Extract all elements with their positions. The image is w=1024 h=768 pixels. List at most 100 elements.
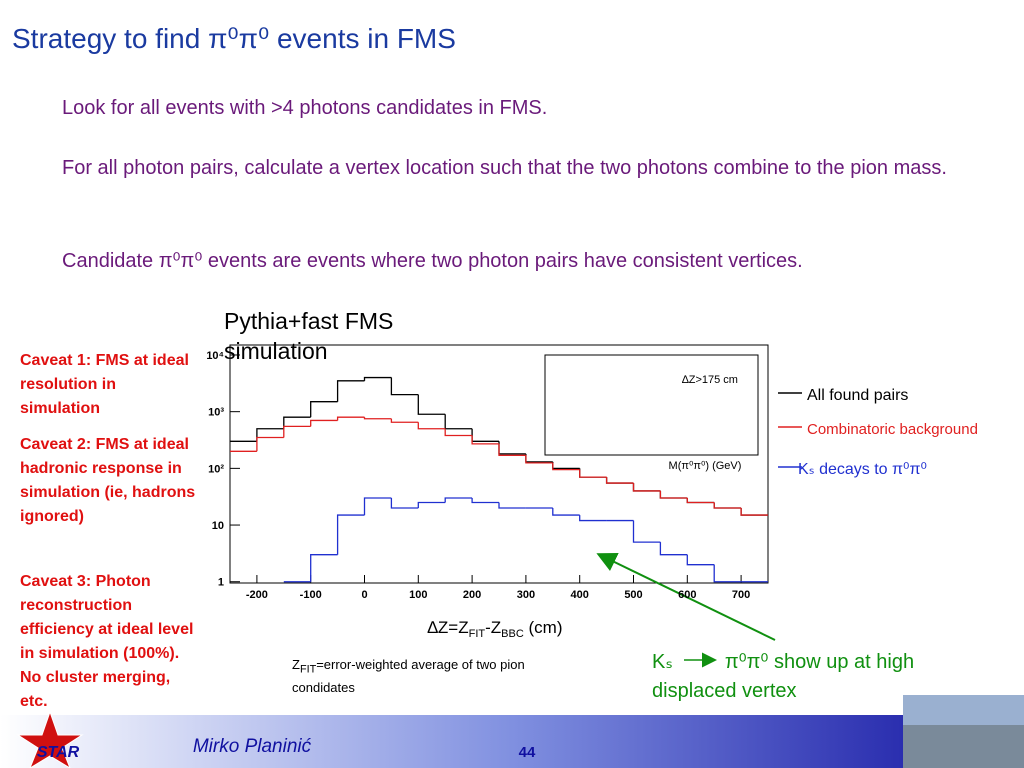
histogram-step <box>686 498 715 504</box>
inset-label: ∆Z>175 cm <box>682 374 738 386</box>
histogram-step <box>471 428 499 442</box>
histogram-step <box>579 469 607 478</box>
annotation-text: Kₛ <box>652 651 673 673</box>
x-tick-label: 200 <box>463 589 481 601</box>
histogram-step <box>659 490 688 499</box>
y-tick-label: 10³ <box>208 407 224 419</box>
histogram-step <box>417 394 446 415</box>
histogram-step <box>363 497 392 516</box>
histogram-step <box>471 435 499 445</box>
histogram-step <box>552 462 580 471</box>
annotation-text: π⁰π⁰ show up at high <box>724 651 915 673</box>
histogram-step <box>498 443 526 456</box>
title: Strategy to find π⁰π⁰ events in FMS <box>12 23 456 54</box>
x-tick-label: 500 <box>624 589 642 601</box>
histogram-step <box>417 501 446 508</box>
bullet: Look for all events with >4 photons cand… <box>62 97 548 119</box>
x-axis-label-part: (cm) <box>524 618 563 637</box>
x-axis-label: ∆Z=ZFIT-ZBBC (cm) <box>428 618 563 640</box>
y-tick-label: 10⁴ <box>206 350 224 362</box>
histogram-step <box>659 490 688 499</box>
histogram-step <box>363 417 392 420</box>
histogram-step <box>283 425 311 438</box>
annotation-text: displaced vertex <box>652 680 797 702</box>
histogram-step <box>579 515 607 522</box>
legend-label: All found pairs <box>807 387 908 404</box>
histogram-step <box>632 483 661 492</box>
legend-label: Combinatoric background <box>807 421 978 438</box>
histogram-step <box>471 498 499 504</box>
y-tick-label: 10² <box>208 463 224 475</box>
caveat: Caveat 1: FMS at ideal resolution in sim… <box>20 352 189 417</box>
inset-x-label: M(π⁰π⁰) (GeV) <box>669 460 742 472</box>
histogram-step <box>444 497 473 503</box>
note-part: =error-weighted average of two pion cond… <box>292 657 525 695</box>
histogram-step <box>390 418 419 423</box>
note-part: Z <box>292 657 300 672</box>
histogram-step <box>256 428 284 442</box>
x-tick-label: 300 <box>517 589 535 601</box>
plot-caption: Pythia+fast FMS simulation <box>224 308 394 364</box>
photo-sky <box>903 695 1024 725</box>
caveat: Caveat 2: FMS at ideal hadronic response… <box>20 436 196 525</box>
y-tick-label: 10 <box>212 520 224 532</box>
page-number: 44 <box>519 744 536 761</box>
histogram-step <box>283 416 311 429</box>
histogram-step <box>659 542 688 556</box>
histogram-step <box>256 436 284 452</box>
footer-bar <box>0 715 1024 768</box>
histogram-step <box>363 376 392 381</box>
histogram-step <box>310 401 338 418</box>
star-logo <box>16 710 84 768</box>
legend-label: Kₛ decays to π⁰π⁰ <box>798 461 927 478</box>
histogram-step <box>498 441 526 455</box>
histogram-step <box>390 377 419 396</box>
histogram-step <box>713 502 742 509</box>
histogram-step <box>552 507 580 516</box>
histogram-step <box>417 422 446 430</box>
histogram-step <box>552 461 580 470</box>
x-axis-label-part: ∆Z=Z <box>428 618 469 637</box>
x-tick-label: -100 <box>300 589 322 601</box>
x-tick-label: 400 <box>571 589 589 601</box>
histogram-step <box>336 514 365 555</box>
histogram-step <box>740 507 768 516</box>
histogram-step <box>713 564 742 583</box>
histogram-step <box>525 455 553 464</box>
bullet: Candidate π⁰π⁰ events are events where t… <box>62 250 803 272</box>
histogram-step <box>444 414 473 430</box>
bullet: For all photon pairs, calculate a vertex… <box>62 157 947 179</box>
author: Mirko Planinić <box>193 736 312 757</box>
y-tick-label: 1 <box>218 577 224 589</box>
histogram-step <box>605 477 634 484</box>
x-axis-label-part: BBC <box>501 628 524 640</box>
caveat: Caveat 3: Photon reconstruction efficien… <box>20 573 194 710</box>
histogram-step <box>336 380 365 402</box>
histogram-step <box>310 554 338 582</box>
histogram-step <box>713 502 742 509</box>
histogram-step <box>740 507 768 516</box>
x-tick-label: 100 <box>409 589 427 601</box>
x-axis-label-part: -Z <box>485 618 501 637</box>
histogram-step <box>686 554 715 566</box>
annotation: Kₛ π⁰π⁰ show up at high displaced vertex <box>652 648 982 706</box>
x-axis-label-part: FIT <box>469 628 486 640</box>
x-tick-label: 700 <box>732 589 750 601</box>
logo-text: STAR <box>37 744 80 761</box>
x-tick-label: 0 <box>361 589 367 601</box>
histogram-step <box>632 520 661 543</box>
note: ZFIT=error-weighted average of two pion … <box>292 656 572 697</box>
inset-frame <box>544 354 759 456</box>
histogram-step <box>336 416 365 421</box>
histogram-step <box>390 498 419 509</box>
annotation-arrow <box>596 552 776 641</box>
histogram-step <box>632 483 661 492</box>
histogram-step <box>686 498 715 504</box>
histogram-step <box>498 502 526 509</box>
histogram-step <box>444 428 473 437</box>
plot-frame <box>229 344 769 584</box>
x-tick-label: -200 <box>246 589 268 601</box>
x-tick-label: 600 <box>678 589 696 601</box>
